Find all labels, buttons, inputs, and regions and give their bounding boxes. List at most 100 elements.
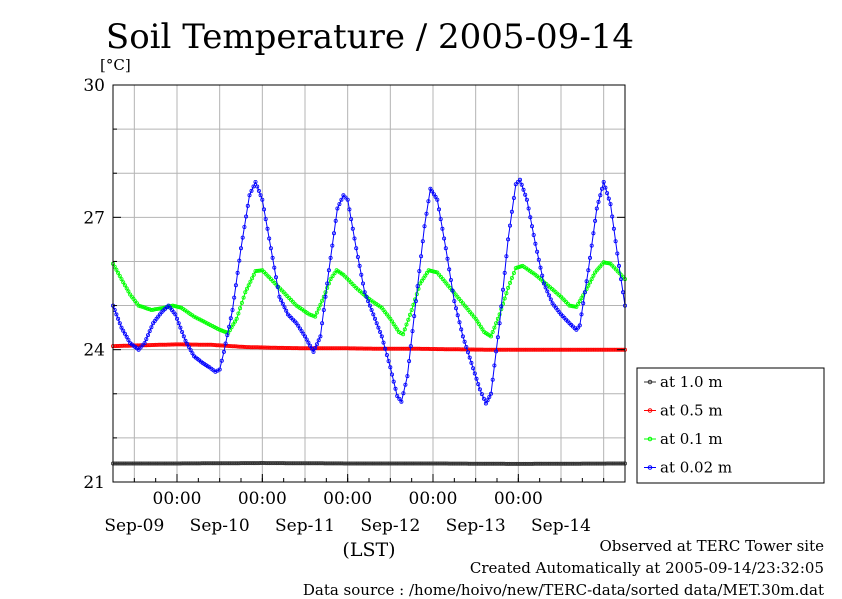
data-point	[593, 218, 598, 223]
data-point	[598, 193, 603, 198]
data-point	[323, 294, 328, 299]
data-point	[191, 342, 196, 347]
data-point	[117, 273, 122, 278]
data-point	[483, 401, 488, 406]
data-point	[260, 197, 265, 202]
data-point	[219, 461, 224, 466]
data-point	[440, 226, 445, 231]
data-point	[506, 237, 511, 242]
data-point	[519, 182, 524, 187]
data-point	[156, 306, 161, 311]
data-point	[203, 342, 208, 347]
data-point	[474, 376, 479, 381]
data-point	[490, 329, 495, 334]
data-point	[145, 333, 150, 338]
data-point	[504, 254, 509, 259]
data-point	[433, 269, 438, 274]
data-point	[586, 268, 591, 273]
data-point	[221, 349, 226, 354]
data-point	[399, 399, 404, 404]
data-point	[258, 268, 263, 273]
data-point	[478, 324, 483, 329]
data-point	[511, 195, 516, 200]
data-point	[299, 461, 304, 466]
data-point	[171, 461, 176, 466]
data-point	[586, 283, 591, 288]
data-point	[222, 461, 227, 466]
data-point	[528, 215, 533, 220]
data-point	[362, 290, 367, 295]
data-point	[426, 199, 431, 204]
data-point	[502, 296, 507, 301]
data-point	[270, 255, 275, 260]
data-point	[393, 324, 398, 329]
data-point	[594, 206, 599, 211]
data-point	[413, 299, 418, 304]
data-point	[244, 214, 249, 219]
data-point	[311, 313, 316, 318]
data-point	[487, 394, 492, 399]
data-point	[606, 261, 611, 266]
data-point	[608, 202, 613, 207]
data-point	[238, 461, 243, 466]
legend-swatch-marker	[647, 465, 653, 470]
data-point	[243, 290, 248, 295]
data-point	[142, 305, 147, 310]
data-point	[417, 346, 422, 351]
data-point	[245, 345, 250, 350]
data-point	[374, 321, 379, 326]
data-point	[221, 461, 226, 466]
data-point	[509, 275, 514, 280]
data-point	[181, 334, 186, 339]
data-point	[485, 398, 490, 403]
series-layer	[111, 177, 628, 466]
data-point	[424, 346, 429, 351]
data-point	[406, 317, 411, 322]
data-point	[302, 334, 307, 339]
data-point	[445, 461, 450, 466]
data-point	[359, 346, 364, 351]
data-point	[237, 258, 242, 263]
data-point	[219, 358, 224, 363]
legend-swatch-marker	[647, 436, 653, 442]
data-point	[538, 265, 543, 270]
data-point	[124, 286, 129, 291]
footer-site: Observed at TERC Tower site	[599, 537, 824, 555]
data-point	[223, 341, 228, 346]
data-point	[372, 316, 377, 321]
data-point	[230, 344, 235, 349]
data-point	[213, 369, 218, 374]
data-point	[603, 185, 608, 190]
data-point	[301, 461, 306, 466]
data-point	[235, 270, 240, 275]
data-point	[507, 223, 512, 228]
data-point	[174, 461, 179, 466]
data-point	[475, 319, 480, 324]
data-point	[126, 337, 131, 342]
data-point	[288, 345, 293, 350]
x-time-label: 00:00	[409, 489, 458, 509]
data-point	[332, 271, 337, 276]
data-point	[326, 268, 331, 273]
data-point	[601, 179, 606, 184]
data-point	[236, 311, 241, 316]
data-point	[142, 341, 147, 346]
data-point	[155, 461, 160, 466]
data-point	[245, 203, 250, 208]
data-point	[603, 461, 608, 466]
data-point	[202, 320, 207, 325]
data-point	[518, 264, 523, 269]
data-point	[316, 306, 321, 311]
data-point	[419, 278, 424, 283]
data-point	[251, 184, 256, 189]
data-point	[229, 325, 234, 330]
data-point	[174, 316, 179, 321]
data-point	[265, 226, 270, 231]
data-point	[124, 334, 129, 339]
data-point	[543, 285, 548, 290]
data-point	[366, 299, 371, 304]
data-point	[428, 186, 433, 191]
data-point	[331, 231, 336, 236]
data-point	[251, 461, 256, 466]
data-point	[136, 303, 141, 308]
